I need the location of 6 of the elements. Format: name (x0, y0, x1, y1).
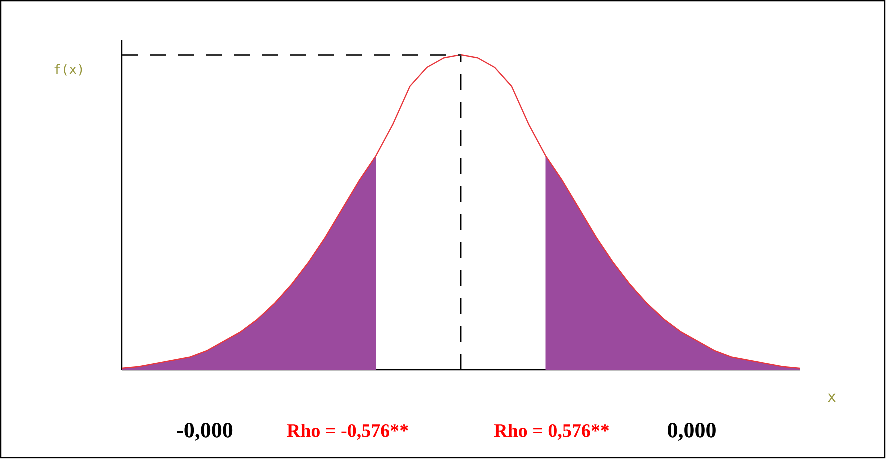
text: Rho = 0,576** (494, 424, 610, 440)
text: Rho = -0,576** (287, 424, 408, 440)
y-axis-title: f(x) (54, 64, 82, 76)
text: 0,000 (668, 422, 716, 442)
text: -0,000 (177, 422, 233, 442)
x-axis-title: x (828, 394, 836, 402)
